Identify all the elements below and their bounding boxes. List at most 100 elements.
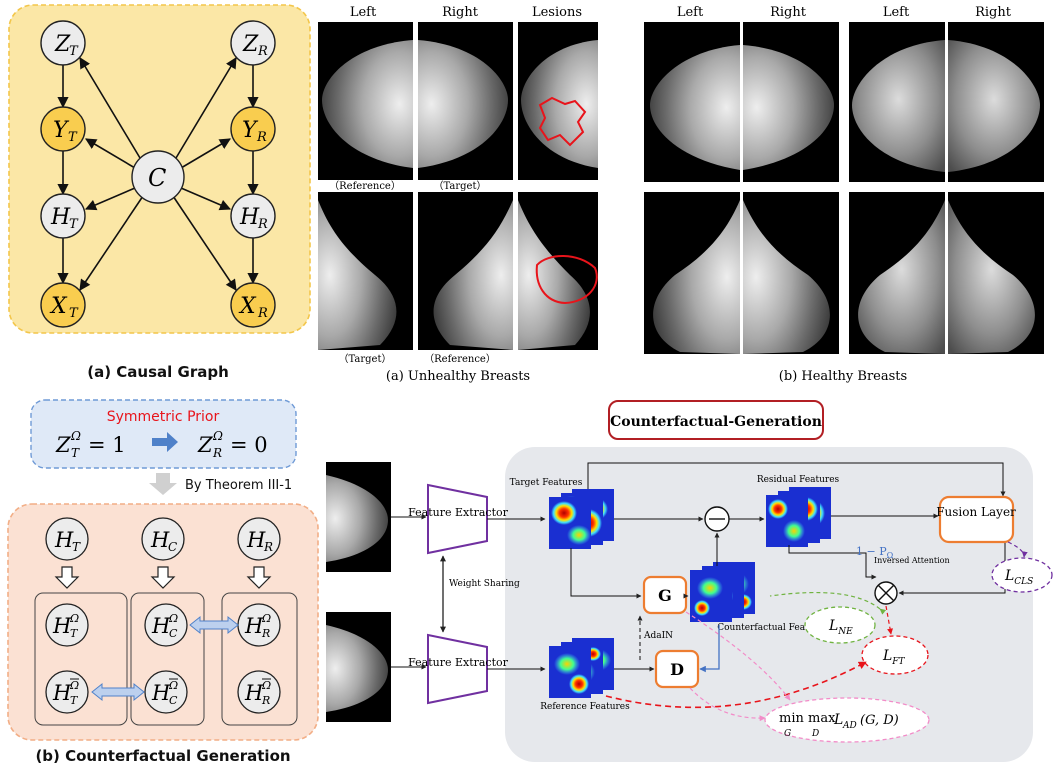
decompose-arrows [54,566,272,589]
svg-text:Ω: Ω [69,612,79,625]
header-right-healthy-1: Right [770,5,807,20]
mammogram-healthy-b2-right [948,192,1044,354]
svg-text:Z: Z [55,433,71,457]
svg-text:min max: min max [779,711,836,726]
node-h-c: H C [141,517,185,561]
node-h-r-omega: H Ω R [237,603,281,647]
pipeline-title-box [608,400,824,440]
residual-features-label: Residual Features [757,475,840,485]
lesion-outline-1 [538,96,587,147]
causal-graph-panel: Z T Z R Y T Y R C H T H R [8,4,311,381]
mammogram-healthy-a2-left [644,192,740,354]
header-right-healthy-2: Right [975,5,1012,20]
loss-ad-link-d [689,687,766,722]
theorem-label: By Theorem III-1 [185,478,292,493]
svg-text:AD: AD [842,721,857,731]
symmetric-prior-title: Symmetric Prior [107,409,220,425]
feature-extractor-bottom-label: Feature Extractor [408,656,509,669]
target-feature-maps [549,489,614,549]
input-image-reference [326,612,391,722]
svg-text:Ω: Ω [212,429,223,443]
node-yt: Y T [40,106,86,152]
arrow-residual-attention [788,545,877,580]
svg-text:R: R [263,540,273,554]
arrow-target-skip [587,462,1006,497]
loss-ad-link-g [685,611,791,701]
loss-cls: LCLS [1004,568,1033,587]
node-h-t: H T [45,517,89,561]
mammogram-unhealthy-r2-right [418,192,513,350]
edge-c-yr [180,138,231,169]
eq-zt-omega: Z Ω T = 1 [55,429,126,460]
svg-text:X: X [49,294,68,319]
loss-ne-ellipse [804,606,876,644]
target-features-label: Target Features [510,478,583,488]
svg-text:C: C [148,164,166,192]
mammogram-healthy-b1-right [948,22,1044,182]
counterfactual-features-label: Counterfactual Features [717,623,829,633]
feature-extractor-top-label: Feature Extractor [408,506,509,519]
svg-text:D: D [811,729,819,739]
svg-text:R: R [257,217,268,232]
svg-text:(G, D): (G, D) [860,713,899,728]
svg-text:T: T [69,217,79,232]
loss-ft-link-reference [605,661,867,709]
loss-ft-ellipse [861,635,929,675]
group-box-t [34,592,128,726]
svg-text:T: T [72,540,81,554]
svg-text:= 0: = 0 [230,433,268,457]
lesion-outline-2 [535,255,598,305]
svg-text:Z: Z [242,32,259,57]
svg-text:L: L [833,712,843,728]
node-hr: H R [230,193,276,239]
discriminator-box [654,649,700,689]
discriminator-label: D [670,660,684,679]
svg-text:R: R [257,306,268,321]
svg-text:H: H [244,614,264,638]
header-lesions: Lesions [532,5,582,20]
node-h-r: H R [237,517,281,561]
node-h-t-omega-bar: H Ω T [45,670,89,714]
mammogram-healthy-a1-left [644,22,740,182]
mammogram-grid: Left Right Lesions Left Right Left Right [318,5,1044,384]
causal-graph-edges [57,57,259,291]
mammogram-healthy-b1-left [849,22,945,182]
svg-text:C: C [169,627,178,640]
svg-text:R: R [212,446,222,460]
svg-text:T: T [70,627,79,640]
header-left-healthy-2: Left [883,5,910,20]
svg-text:R: R [261,627,270,640]
svg-text:Ω: Ω [70,429,81,443]
swap-arrow-c-r [189,615,239,635]
mammogram-healthy-a2-right [743,192,839,354]
svg-text:H: H [150,528,170,552]
counterfactual-theory-panel: Symmetric Prior Z Ω T = 1 Z Ω R = 0 By T… [7,399,319,765]
fusion-layer-label: Fusion Layer [936,505,1016,519]
input-image-target [326,462,391,572]
svg-text:T: T [69,306,79,321]
caption-healthy: (b) Healthy Breasts [779,369,907,384]
reference-feature-maps [549,638,614,698]
counterfactual-feature-maps [690,562,755,622]
svg-text:R: R [256,130,267,145]
node-h-t-omega: H Ω T [45,603,89,647]
node-ht: H T [40,193,86,239]
inversed-attention-label: Inversed Attention [874,556,950,565]
svg-text:Ω: Ω [261,612,271,625]
eq-zr-omega: Z Ω R = 0 [197,429,268,460]
node-zr: Z R [230,20,276,66]
arrow-counterfactual-d [699,625,720,673]
svg-text:H: H [52,681,72,705]
svg-text:T: T [69,44,79,59]
node-yr: Y R [230,106,276,152]
label-target-r2: （Target） [339,353,392,365]
svg-text:R: R [261,694,270,707]
svg-text:C: C [169,694,178,707]
feature-extractor-bottom [427,633,488,705]
svg-text:T: T [71,446,80,460]
swap-arrow-t-c [91,682,145,702]
node-xr: X R [230,282,276,328]
pipeline-diagram: Counterfactual-Generation Feature Extrac… [326,400,1053,762]
counterfactual-caption: (b) Counterfactual Generation [35,747,290,765]
mammogram-unhealthy-r2-lesion [518,192,598,350]
